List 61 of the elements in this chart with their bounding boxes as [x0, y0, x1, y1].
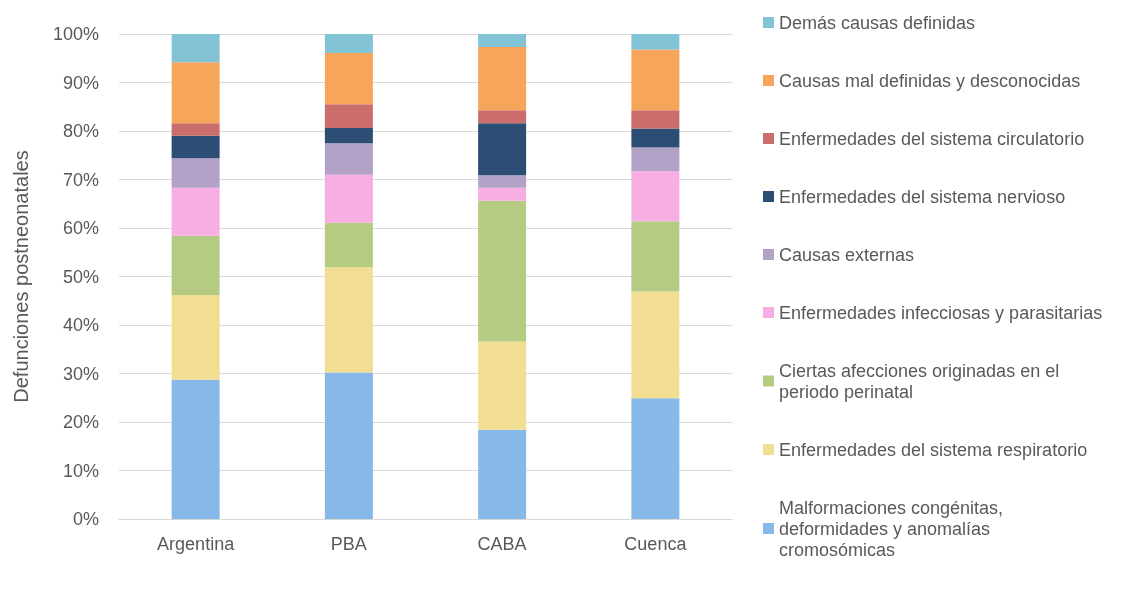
bar: [478, 175, 527, 188]
bar: [171, 235, 220, 295]
y-axis-title: Defunciones postneonatales: [10, 150, 32, 403]
legend-label: Enfermedades del sistema nervioso: [779, 186, 1066, 207]
y-tick-label: 40%: [62, 315, 99, 335]
bar: [478, 429, 527, 519]
bar: [324, 222, 373, 268]
bar: [324, 174, 373, 223]
bar: [631, 34, 680, 50]
y-tick-label: 80%: [62, 121, 99, 141]
bar: [631, 398, 680, 519]
legend-label: Causas externas: [779, 244, 915, 265]
bar: [478, 123, 527, 176]
bar: [631, 110, 680, 129]
bar: [171, 123, 220, 136]
bar: [631, 49, 680, 111]
bar: [324, 52, 373, 105]
bar: [171, 62, 220, 124]
bar: [324, 34, 373, 53]
bar: [324, 128, 373, 144]
bar: [324, 267, 373, 373]
bar: [478, 200, 527, 342]
legend-label: Enfermedades del sistema respiratorio: [779, 439, 1088, 460]
bar: [171, 34, 220, 63]
bar: [171, 135, 220, 159]
bar: [631, 171, 680, 222]
bar: [478, 187, 527, 201]
bar: [171, 158, 220, 188]
y-tick-label: 20%: [62, 412, 99, 432]
bar: [478, 47, 527, 111]
bar: [171, 187, 220, 236]
legend-label: Enfermedades del sistema circulatorio: [779, 128, 1085, 149]
y-tick-label: 100%: [52, 24, 99, 44]
y-tick-label: 70%: [62, 169, 99, 190]
bar: [324, 372, 373, 519]
bar: [631, 221, 680, 292]
y-tick-label: 60%: [62, 218, 99, 238]
x-tick-label: PBA: [330, 534, 367, 554]
bar: [631, 147, 680, 172]
legend-label: Demás causas definidas: [779, 12, 976, 33]
bar: [478, 110, 527, 124]
bar: [478, 341, 527, 430]
bar: [631, 128, 680, 148]
legend-label: Ciertas afecciones originadas en el periodo perinatal: [779, 360, 1065, 402]
y-tick-label: 50%: [62, 266, 99, 287]
y-tick-label: 0%: [72, 509, 99, 529]
bar: [631, 291, 680, 399]
bar: [171, 294, 220, 380]
y-tick-label: 10%: [62, 460, 99, 481]
bar: [171, 379, 220, 519]
bar: [324, 143, 373, 175]
y-tick-label: 90%: [62, 72, 99, 93]
x-tick-label: Cuenca: [624, 534, 688, 554]
legend-label: Enfermedades infecciosas y parasitarias: [779, 302, 1103, 323]
x-tick-label: CABA: [477, 534, 527, 554]
x-tick-label: Argentina: [157, 534, 236, 554]
bar: [324, 104, 373, 129]
legend-label: Causas mal definidas y desconocidas: [779, 70, 1081, 91]
legend-label: Malformaciones congénitas, deformidades y anomalías cromosómicas: [779, 497, 1009, 560]
bar: [478, 34, 527, 48]
y-tick-label: 30%: [62, 363, 99, 384]
